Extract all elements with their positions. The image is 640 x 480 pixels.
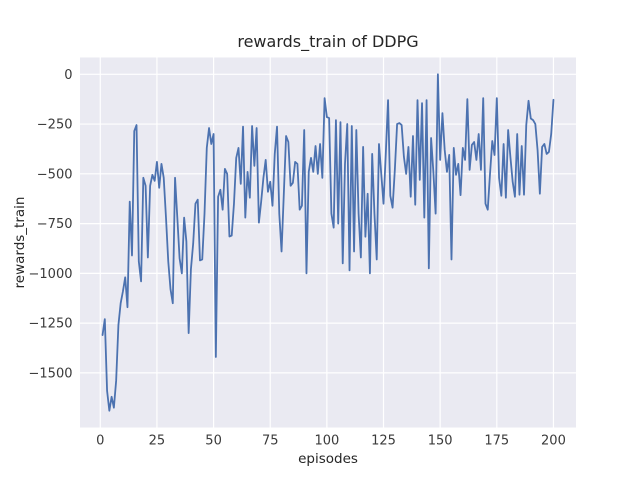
y-axis-label: rewards_train — [12, 197, 28, 289]
x-tick-label: 100 — [314, 434, 339, 449]
data-line-rewards-train — [101, 73, 555, 412]
x-axis-label: episodes — [298, 451, 358, 467]
plot-area — [80, 57, 576, 428]
y-tick-label: −1250 — [29, 317, 73, 332]
x-tick-label: 25 — [149, 434, 166, 449]
x-tick-label: 125 — [371, 434, 396, 449]
x-tick-label: 50 — [205, 434, 222, 449]
y-tick-label: −500 — [37, 167, 73, 182]
y-tick-label: −1500 — [29, 366, 73, 381]
x-tick-label: 0 — [96, 434, 104, 449]
y-tick-label: −1000 — [29, 267, 73, 282]
y-axis-ticks: 0 −250 −500 −750 −1000 −1250 −1500 — [29, 68, 73, 382]
chart-title: rewards_train of DDPG — [237, 32, 418, 52]
x-tick-label: 150 — [428, 434, 453, 449]
y-tick-label: −750 — [37, 217, 73, 232]
x-tick-label: 175 — [484, 434, 509, 449]
x-tick-label: 75 — [262, 434, 279, 449]
x-axis-ticks: 0 25 50 75 100 125 150 175 200 — [96, 434, 566, 449]
y-tick-label: 0 — [64, 68, 72, 83]
x-tick-label: 200 — [541, 434, 566, 449]
y-tick-label: −250 — [37, 118, 73, 133]
